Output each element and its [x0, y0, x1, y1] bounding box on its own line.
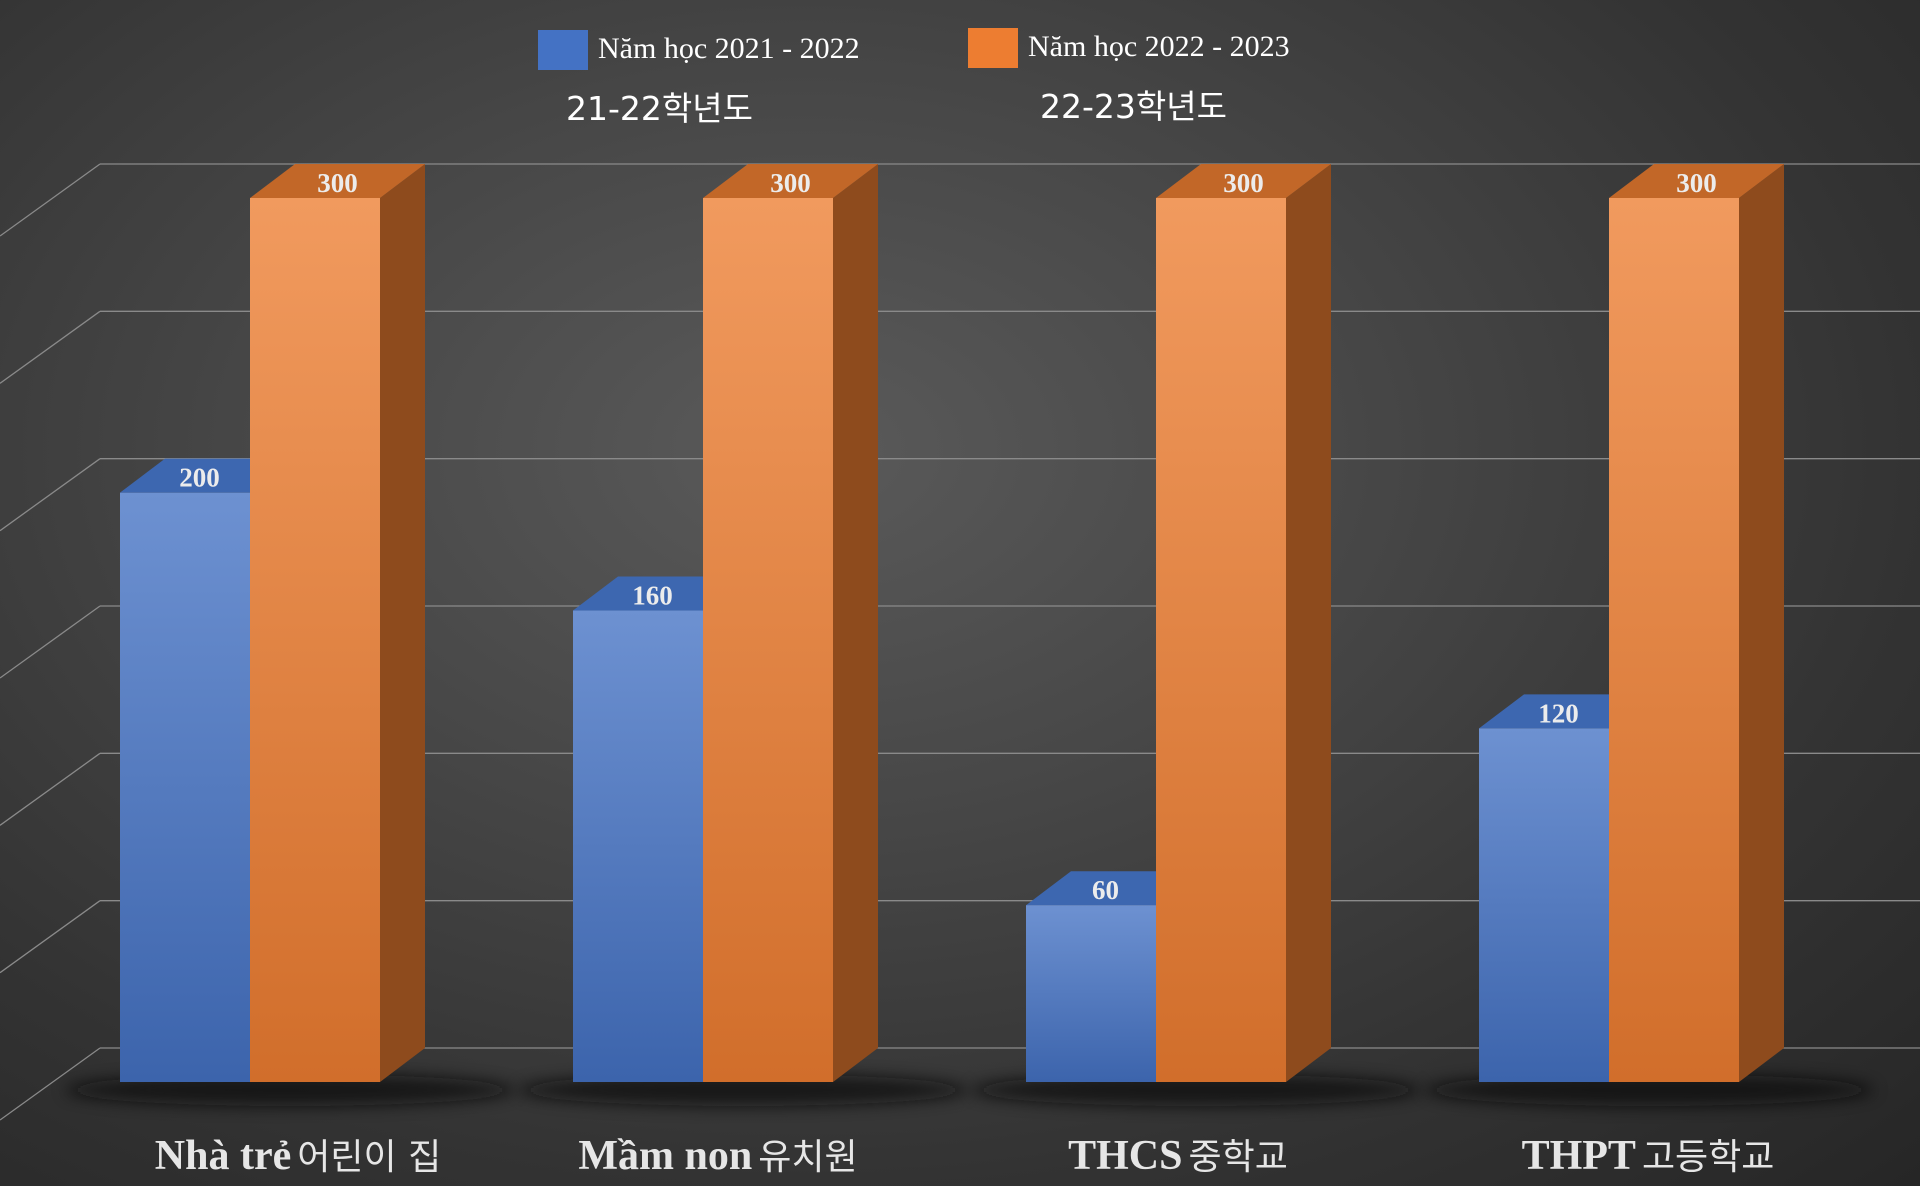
bar-2022-2023	[703, 198, 833, 1082]
bar-2021-2022	[1479, 728, 1609, 1082]
gridline-side	[0, 605, 101, 679]
bar-2022-2023	[1156, 198, 1286, 1082]
gridline-side	[0, 752, 101, 826]
data-label: 60	[1092, 875, 1119, 905]
bar-2022-2023-top	[703, 164, 878, 198]
gridline-side	[0, 900, 101, 974]
bar-2022-2023	[1609, 198, 1739, 1082]
bar-2022-2023-side	[1286, 164, 1331, 1082]
bar-2022-2023-top	[1609, 164, 1784, 198]
category-label-nha-tre: Nhà trẻ 어린이 집	[155, 1128, 441, 1180]
bar-2022-2023-top	[250, 164, 425, 198]
category-sub: 고등학교	[1641, 1137, 1775, 1178]
data-label: 300	[1676, 168, 1717, 198]
legend-sublabel-2022-2023: 22-23학년도	[1040, 87, 1227, 126]
gridline-side	[0, 458, 101, 532]
gridline-side	[0, 163, 101, 237]
bar-2022-2023-side	[380, 164, 425, 1082]
data-label: 300	[317, 168, 358, 198]
legend-sublabel-2021-2022: 21-22학년도	[566, 89, 753, 128]
data-label: 300	[770, 168, 811, 198]
legend-swatch-2021-2022	[538, 30, 588, 70]
bar-2021-2022	[1026, 905, 1156, 1082]
bar-2022-2023	[250, 198, 380, 1082]
data-label: 160	[632, 581, 673, 611]
category-sub: 어린이 집	[297, 1137, 442, 1178]
data-label: 120	[1538, 698, 1579, 728]
category-sub: 중학교	[1188, 1137, 1288, 1178]
category-label-mam-non: Mầm non 유치원	[578, 1128, 857, 1180]
bar-2022-2023-side	[1739, 164, 1784, 1082]
bar-2021-2022	[573, 610, 703, 1082]
category-name: THPT	[1521, 1133, 1636, 1179]
bar-2021-2022	[120, 492, 250, 1083]
gridline-side	[0, 310, 101, 384]
bar-2022-2023-side	[833, 164, 878, 1082]
category-sub: 유치원	[758, 1137, 858, 1178]
category-label-thpt: THPT 고등학교	[1522, 1128, 1775, 1180]
category-name: Mầm non	[578, 1133, 753, 1179]
legend-label-2022-2023: Năm học 2022 - 2023	[1028, 30, 1290, 63]
bar-2022-2023-top	[1156, 164, 1331, 198]
category-name: Nhà trẻ	[154, 1133, 292, 1179]
gridline-side	[0, 1047, 101, 1121]
legend-swatch-2022-2023	[968, 28, 1018, 68]
data-label: 200	[179, 463, 220, 493]
category-name: THCS	[1068, 1133, 1183, 1179]
category-label-thcs: THCS 중학교	[1068, 1128, 1288, 1180]
data-label: 300	[1223, 168, 1264, 198]
legend-label-2021-2022: Năm học 2021 - 2022	[598, 32, 860, 65]
